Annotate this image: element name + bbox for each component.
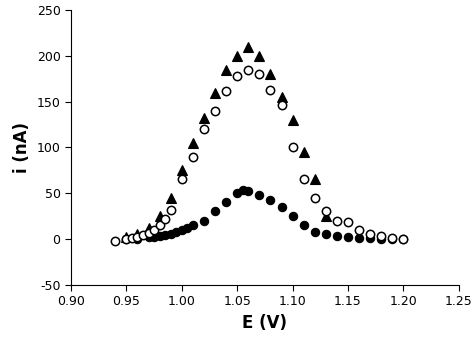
pGEM-T/E7 filled circle <box>268 197 273 202</box>
Line: pGEM-T/E6 filled triangle: pGEM-T/E6 filled triangle <box>122 42 331 242</box>
pGEM-T/E7 filled circle <box>212 209 218 213</box>
pGEM-T/E6 filled triangle <box>323 214 329 218</box>
pGEM-T/E7 filled circle <box>174 230 179 235</box>
pGEM-T/E6 filled triangle <box>135 232 140 236</box>
pGEM-T/E6 filled triangle <box>212 91 218 95</box>
pGEM-T/E7 filled circle <box>151 235 157 239</box>
pGEM-T/E7 filled circle <box>368 236 373 240</box>
Line: mix target open circle: mix target open circle <box>111 66 408 245</box>
pGEM-T/E7 filled circle <box>190 223 196 227</box>
mix target open circle <box>140 233 146 237</box>
mix target open circle <box>368 232 373 236</box>
pGEM-T/E6 filled triangle <box>301 150 307 154</box>
pGEM-T/E7 filled circle <box>234 191 240 195</box>
mix target open circle <box>129 236 135 240</box>
pGEM-T/E7 filled circle <box>162 233 168 237</box>
pGEM-T/E7 filled circle <box>123 237 129 241</box>
pGEM-T/E6 filled triangle <box>146 226 151 230</box>
mix target open circle <box>223 89 229 93</box>
mix target open circle <box>113 239 118 243</box>
mix target open circle <box>345 220 351 225</box>
pGEM-T/E7 filled circle <box>378 237 384 241</box>
pGEM-T/E7 filled circle <box>345 235 351 239</box>
pGEM-T/E6 filled triangle <box>223 68 229 72</box>
mix target open circle <box>378 234 384 238</box>
pGEM-T/E7 filled circle <box>312 229 317 234</box>
mix target open circle <box>290 145 296 150</box>
Y-axis label: i (nA): i (nA) <box>13 122 31 173</box>
pGEM-T/E7 filled circle <box>245 189 251 193</box>
pGEM-T/E6 filled triangle <box>168 196 174 200</box>
pGEM-T/E6 filled triangle <box>157 214 162 218</box>
mix target open circle <box>123 237 129 241</box>
mix target open circle <box>389 236 395 240</box>
pGEM-T/E6 filled triangle <box>279 95 284 99</box>
Line: pGEM-T/E7 filled circle: pGEM-T/E7 filled circle <box>122 186 408 243</box>
pGEM-T/E6 filled triangle <box>190 141 196 145</box>
mix target open circle <box>312 196 317 200</box>
pGEM-T/E7 filled circle <box>334 234 340 238</box>
pGEM-T/E7 filled circle <box>201 219 207 223</box>
mix target open circle <box>146 231 151 236</box>
pGEM-T/E7 filled circle <box>135 237 140 241</box>
mix target open circle <box>256 72 262 76</box>
mix target open circle <box>151 228 157 232</box>
pGEM-T/E6 filled triangle <box>201 116 207 120</box>
pGEM-T/E7 filled circle <box>279 205 284 209</box>
pGEM-T/E6 filled triangle <box>268 72 273 76</box>
mix target open circle <box>301 177 307 181</box>
mix target open circle <box>168 208 174 212</box>
pGEM-T/E7 filled circle <box>223 200 229 204</box>
pGEM-T/E7 filled circle <box>389 237 395 241</box>
pGEM-T/E7 filled circle <box>146 235 151 239</box>
mix target open circle <box>245 68 251 72</box>
pGEM-T/E7 filled circle <box>323 232 329 236</box>
pGEM-T/E7 filled circle <box>401 237 406 241</box>
mix target open circle <box>212 109 218 113</box>
pGEM-T/E7 filled circle <box>179 228 184 232</box>
mix target open circle <box>268 88 273 92</box>
mix target open circle <box>201 127 207 131</box>
mix target open circle <box>179 177 184 181</box>
mix target open circle <box>334 219 340 223</box>
mix target open circle <box>323 209 329 213</box>
X-axis label: E (V): E (V) <box>242 313 288 331</box>
mix target open circle <box>401 237 406 241</box>
pGEM-T/E7 filled circle <box>184 226 190 230</box>
mix target open circle <box>157 223 162 227</box>
mix target open circle <box>356 228 362 232</box>
pGEM-T/E7 filled circle <box>356 236 362 240</box>
pGEM-T/E6 filled triangle <box>179 168 184 172</box>
mix target open circle <box>135 235 140 239</box>
pGEM-T/E6 filled triangle <box>256 54 262 58</box>
pGEM-T/E7 filled circle <box>290 214 296 218</box>
pGEM-T/E6 filled triangle <box>123 235 129 239</box>
mix target open circle <box>279 102 284 107</box>
pGEM-T/E7 filled circle <box>256 193 262 197</box>
mix target open circle <box>190 154 196 159</box>
pGEM-T/E7 filled circle <box>168 232 174 236</box>
pGEM-T/E7 filled circle <box>157 234 162 238</box>
pGEM-T/E6 filled triangle <box>234 54 240 58</box>
mix target open circle <box>234 74 240 78</box>
mix target open circle <box>162 217 168 221</box>
pGEM-T/E6 filled triangle <box>245 45 251 49</box>
pGEM-T/E6 filled triangle <box>312 177 317 181</box>
pGEM-T/E6 filled triangle <box>290 118 296 122</box>
pGEM-T/E7 filled circle <box>240 188 245 193</box>
pGEM-T/E7 filled circle <box>301 223 307 227</box>
